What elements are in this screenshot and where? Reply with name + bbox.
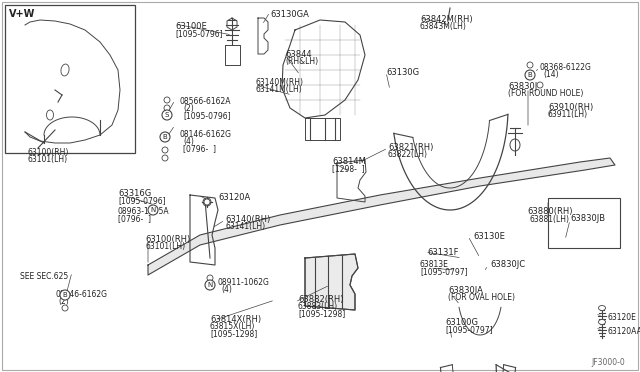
Text: JF3000-0: JF3000-0 [591, 358, 625, 367]
Text: 63911(LH): 63911(LH) [548, 110, 588, 119]
Text: 63140M(RH): 63140M(RH) [255, 78, 303, 87]
Text: 63881(LH): 63881(LH) [530, 215, 570, 224]
Text: 63814M: 63814M [332, 157, 366, 166]
Text: 63821(RH): 63821(RH) [388, 143, 433, 152]
Text: 63101(LH): 63101(LH) [28, 155, 68, 164]
Text: 63120AA: 63120AA [608, 327, 640, 336]
Text: 63883(LH): 63883(LH) [298, 302, 338, 311]
Circle shape [525, 70, 535, 80]
Text: [1095-1298]: [1095-1298] [298, 309, 345, 318]
Text: [0796-  ]: [0796- ] [118, 214, 151, 223]
Text: [1298-  ]: [1298- ] [332, 164, 365, 173]
Text: 08566-6162A: 08566-6162A [180, 97, 232, 106]
Text: 08146-6162G: 08146-6162G [55, 290, 107, 299]
Ellipse shape [204, 199, 210, 205]
Text: B: B [527, 72, 532, 78]
Text: (2): (2) [58, 297, 68, 306]
Ellipse shape [598, 320, 605, 324]
Text: 63882(RH): 63882(RH) [298, 295, 344, 304]
Ellipse shape [527, 62, 533, 68]
Text: (4): (4) [183, 137, 194, 146]
Text: N: N [207, 282, 212, 288]
Bar [5, 5, 135, 153]
Ellipse shape [537, 82, 543, 88]
Text: 63141M(LH): 63141M(LH) [255, 85, 301, 94]
Text: 63842M(RH): 63842M(RH) [420, 15, 472, 24]
Text: V+W: V+W [9, 9, 35, 19]
Text: (4): (4) [221, 285, 232, 294]
Circle shape [60, 290, 70, 300]
Text: S: S [165, 112, 169, 118]
Text: 63814X(RH): 63814X(RH) [210, 315, 261, 324]
Text: [1095-0796]: [1095-0796] [183, 111, 230, 120]
Circle shape [205, 280, 215, 290]
Text: [1095-0797]: [1095-0797] [445, 325, 493, 334]
Text: B: B [163, 134, 168, 140]
Text: 63822(LH): 63822(LH) [388, 150, 428, 159]
Text: 63844: 63844 [285, 50, 312, 59]
Text: (14): (14) [543, 70, 559, 79]
Text: 63910(RH): 63910(RH) [548, 103, 593, 112]
Text: 63830JB: 63830JB [570, 214, 605, 223]
Text: (RH&LH): (RH&LH) [285, 57, 318, 66]
Ellipse shape [162, 155, 168, 161]
Text: 63830JA: 63830JA [448, 286, 483, 295]
Text: 08963-1055A: 08963-1055A [118, 207, 170, 216]
Text: (FOR ROUND HOLE): (FOR ROUND HOLE) [508, 89, 584, 98]
Text: 63830JC: 63830JC [490, 260, 525, 269]
Text: [1095-0796]: [1095-0796] [118, 196, 166, 205]
Text: 63141(LH): 63141(LH) [225, 222, 265, 231]
Text: 08911-1062G: 08911-1062G [218, 278, 270, 287]
Text: 63843M(LH): 63843M(LH) [420, 22, 467, 31]
Text: 63120E: 63120E [608, 313, 637, 322]
Text: 63100G: 63100G [445, 318, 478, 327]
Text: (2): (2) [183, 104, 194, 113]
Text: 63130E: 63130E [473, 232, 505, 241]
Ellipse shape [510, 139, 520, 151]
Circle shape [160, 132, 170, 142]
Text: 63131F: 63131F [427, 248, 458, 257]
Text: B: B [63, 292, 67, 298]
Text: [1095-1298]: [1095-1298] [210, 329, 257, 338]
Ellipse shape [164, 97, 170, 103]
Text: 63880(RH): 63880(RH) [527, 207, 573, 216]
Text: 63100E: 63100E [175, 22, 207, 31]
Text: 63140(RH): 63140(RH) [225, 215, 270, 224]
Text: [1095-0797]: [1095-0797] [420, 267, 468, 276]
Text: 63130G: 63130G [386, 68, 419, 77]
Text: 08146-6162G: 08146-6162G [180, 130, 232, 139]
Ellipse shape [164, 105, 170, 111]
Text: 63100(RH): 63100(RH) [28, 148, 69, 157]
Text: [1095-0796]: [1095-0796] [175, 29, 223, 38]
Bar [548, 198, 620, 248]
Text: 63130GA: 63130GA [270, 10, 309, 19]
Circle shape [162, 110, 172, 120]
Ellipse shape [162, 147, 168, 153]
Polygon shape [148, 158, 615, 275]
Circle shape [148, 205, 158, 215]
Ellipse shape [203, 198, 211, 206]
Text: 63830J: 63830J [508, 82, 537, 91]
Text: [0796-  ]: [0796- ] [183, 144, 216, 153]
Ellipse shape [207, 275, 213, 281]
Text: 08368-6122G: 08368-6122G [540, 63, 592, 72]
Text: SEE SEC.625: SEE SEC.625 [20, 272, 68, 281]
Polygon shape [305, 254, 358, 310]
Text: N: N [150, 207, 156, 213]
Text: 63120A: 63120A [218, 193, 250, 202]
Text: 63101(LH): 63101(LH) [145, 242, 185, 251]
Text: 63813E: 63813E [420, 260, 449, 269]
Text: 63316G: 63316G [118, 189, 151, 198]
Ellipse shape [598, 305, 605, 311]
Ellipse shape [62, 305, 68, 311]
Text: 63815X(LH): 63815X(LH) [210, 322, 255, 331]
Text: (FOR OVAL HOLE): (FOR OVAL HOLE) [448, 293, 515, 302]
Text: 63100(RH): 63100(RH) [145, 235, 190, 244]
